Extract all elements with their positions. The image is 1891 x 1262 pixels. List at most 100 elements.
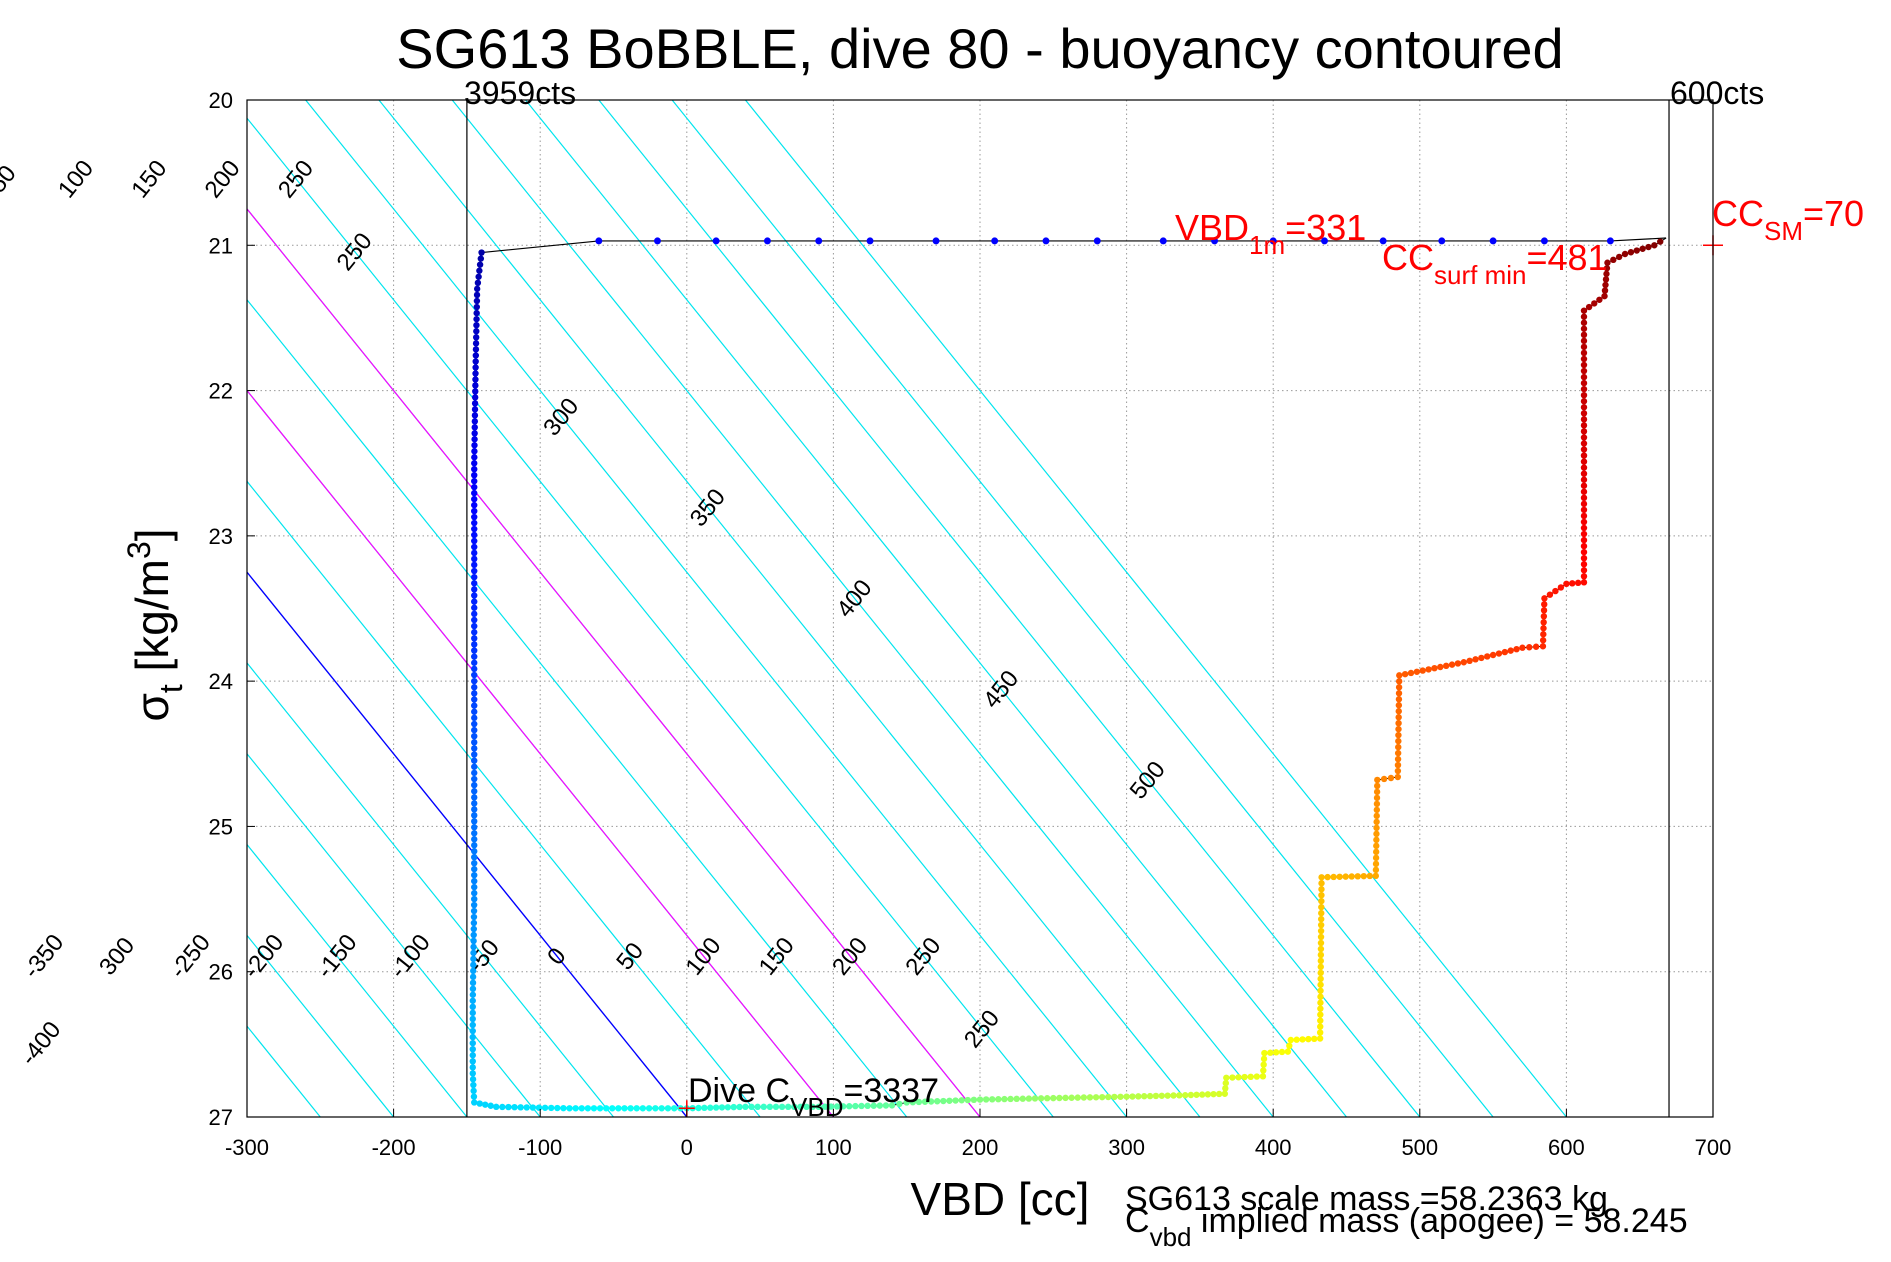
data-point [472, 382, 479, 389]
data-point [1317, 939, 1325, 947]
data-point [1580, 494, 1588, 502]
data-point [1287, 1036, 1294, 1044]
surface-point [1211, 237, 1219, 245]
data-point [578, 1105, 585, 1112]
data-point [471, 775, 478, 783]
y-tick-label: 21 [209, 233, 233, 258]
data-point [1286, 1042, 1293, 1050]
data-point [1602, 276, 1610, 283]
cc-sm-sub: SM [1764, 216, 1803, 246]
data-point [471, 859, 478, 867]
data-point [1182, 1092, 1189, 1099]
data-point [1247, 1073, 1254, 1081]
data-point [1580, 410, 1588, 417]
data-point [529, 1104, 537, 1111]
data-point [566, 1105, 573, 1112]
data-point [1158, 1092, 1165, 1099]
data-point [471, 641, 478, 648]
data-point [839, 1103, 847, 1110]
data-point [584, 1105, 592, 1112]
data-point [471, 531, 478, 539]
contour-label: 50 [611, 938, 649, 976]
contour-label: 50 [0, 160, 22, 198]
data-point [471, 818, 478, 825]
data-point [1318, 891, 1325, 899]
cc-surf-main: CC [1382, 237, 1434, 278]
data-point [1372, 848, 1380, 856]
data-point [1580, 343, 1588, 351]
data-point [471, 745, 478, 752]
data-point [1601, 287, 1609, 294]
x-tick-label: -300 [225, 1135, 269, 1160]
data-point [471, 561, 478, 569]
data-point [473, 297, 481, 305]
data-point [1580, 422, 1588, 429]
data-point [1311, 1035, 1318, 1043]
data-point [471, 895, 478, 903]
data-point [1580, 506, 1588, 514]
data-point [1199, 1091, 1206, 1098]
data-point [469, 967, 477, 975]
data-point [1394, 773, 1402, 781]
data-point [1396, 672, 1403, 679]
data-point [1580, 367, 1588, 375]
data-point [1580, 355, 1588, 363]
contour-line-magenta [247, 208, 981, 1117]
data-point [1395, 725, 1402, 733]
x-axis-label: VBD [cc] [911, 1173, 1090, 1225]
data-point [754, 1103, 761, 1111]
data-point [469, 1039, 476, 1047]
data-point [1373, 836, 1380, 844]
data-point [1019, 1095, 1026, 1102]
data-point [1317, 981, 1324, 988]
data-point [1540, 631, 1547, 638]
data-point [1596, 296, 1603, 303]
data-point [1580, 554, 1588, 562]
data-point [1395, 678, 1403, 685]
data-point [784, 1103, 792, 1111]
data-point [903, 1099, 910, 1106]
data-point [1431, 664, 1438, 672]
data-point [472, 388, 479, 395]
data-point [1563, 580, 1570, 588]
data-point [1580, 536, 1588, 544]
data-point [1621, 250, 1629, 258]
contour-label: 500 [1125, 756, 1171, 804]
data-point [470, 919, 478, 927]
data-point [1580, 482, 1588, 489]
contour-label: 200 [827, 932, 873, 980]
data-point [927, 1098, 935, 1105]
data-point [471, 696, 478, 703]
contour-label: 300 [538, 393, 584, 441]
data-point [1037, 1095, 1045, 1102]
data-point [1241, 1073, 1248, 1081]
data-point [858, 1102, 865, 1110]
data-point [934, 1098, 941, 1105]
cc-sm-annotation: CCSM=70 [1712, 193, 1864, 246]
data-point [477, 255, 485, 262]
data-point [797, 1103, 804, 1111]
data-point [1354, 873, 1361, 880]
data-point [1272, 1049, 1280, 1056]
data-point [1092, 1094, 1100, 1101]
vbd-1m-value: =331 [1285, 207, 1366, 248]
data-point [995, 1096, 1002, 1103]
contour-label: 150 [126, 155, 172, 203]
data-point [627, 1105, 634, 1112]
vbd-limit-lines [466, 100, 1670, 1117]
contour-label: 300 [94, 932, 140, 980]
data-point [1580, 548, 1588, 556]
data-point [1395, 737, 1402, 745]
data-point [1317, 963, 1324, 971]
data-point [1317, 975, 1324, 983]
data-point [471, 836, 478, 843]
data-point [1317, 933, 1325, 941]
data-point [1260, 1061, 1267, 1068]
vbd-1m-annotation: VBD1m=331 [1175, 207, 1366, 260]
data-point [1580, 446, 1588, 453]
contour-label: -350 [18, 929, 69, 983]
data-point [471, 525, 478, 533]
surface-point [1159, 237, 1167, 245]
implied-rest: implied mass (apogee) = 58.245 [1191, 1202, 1687, 1240]
data-point [469, 1046, 476, 1053]
